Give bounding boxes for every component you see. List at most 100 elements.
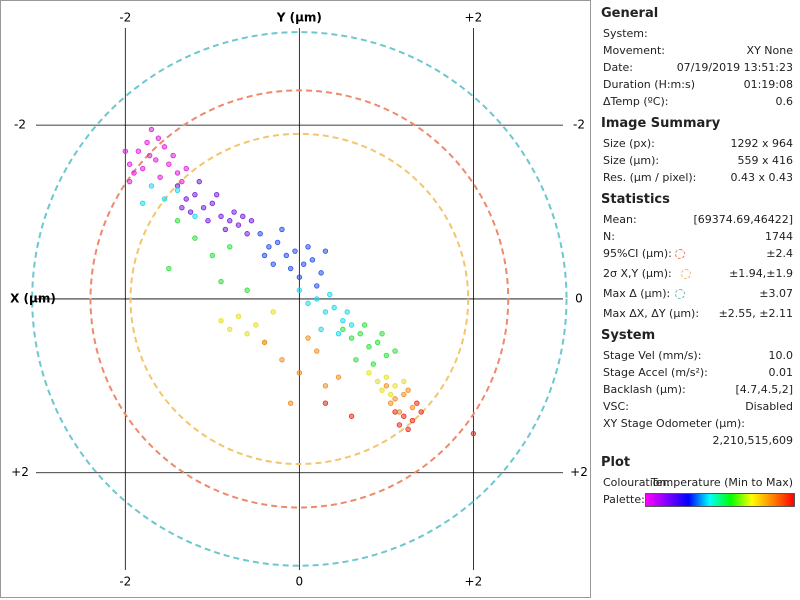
data-point bbox=[261, 252, 268, 259]
data-point bbox=[218, 317, 224, 324]
row-value: 2,210,515,609 bbox=[712, 434, 793, 447]
data-point bbox=[296, 370, 303, 376]
row-value: 1744 bbox=[765, 230, 793, 243]
data-point bbox=[414, 400, 420, 406]
data-point bbox=[179, 204, 185, 211]
data-point bbox=[409, 417, 416, 424]
data-point bbox=[266, 244, 272, 250]
data-point bbox=[396, 409, 403, 415]
x-tick-label: +2 bbox=[465, 11, 483, 25]
data-point bbox=[144, 139, 150, 146]
data-point bbox=[309, 257, 316, 263]
plot: -2 -2 0 +2 +2 -2 -2 0 +2 +2 Y (µm) X (µm) bbox=[0, 0, 591, 598]
row-label: Duration (H:m:s) bbox=[603, 78, 695, 91]
data-point bbox=[153, 157, 159, 163]
data-point bbox=[401, 378, 407, 385]
data-point bbox=[405, 387, 411, 393]
data-point bbox=[196, 178, 202, 185]
data-point bbox=[396, 422, 403, 428]
row-label: VSC: bbox=[603, 400, 629, 413]
data-point bbox=[261, 339, 268, 346]
data-point bbox=[192, 235, 198, 241]
data-point bbox=[318, 270, 324, 276]
x-tick-label: -2 bbox=[119, 575, 131, 589]
data-point bbox=[305, 335, 311, 341]
data-point bbox=[146, 152, 153, 159]
data-point bbox=[155, 135, 162, 141]
data-point bbox=[166, 161, 172, 167]
data-point bbox=[287, 265, 294, 272]
data-point bbox=[388, 391, 394, 398]
data-point bbox=[405, 426, 411, 432]
row-value: 01:19:08 bbox=[743, 78, 793, 91]
data-point bbox=[213, 191, 220, 198]
data-point bbox=[131, 170, 137, 176]
axis-label: Y (µm) bbox=[276, 11, 322, 25]
axis-label: X (µm) bbox=[10, 291, 56, 305]
data-point bbox=[392, 383, 398, 389]
limit-circle bbox=[89, 89, 510, 509]
data-point bbox=[179, 178, 185, 185]
data-point bbox=[314, 296, 320, 302]
limit-circle bbox=[129, 132, 470, 466]
data-point bbox=[126, 161, 133, 167]
data-point bbox=[370, 361, 377, 367]
data-point bbox=[161, 196, 168, 202]
data-point bbox=[340, 317, 346, 324]
data-point bbox=[270, 309, 276, 315]
data-point bbox=[235, 313, 242, 320]
data-point bbox=[322, 248, 329, 254]
y-tick-label: +2 bbox=[570, 465, 588, 479]
row-value: [4.7,4.5,2] bbox=[735, 383, 793, 396]
row-label: Colouration: bbox=[603, 476, 671, 489]
data-point bbox=[470, 430, 477, 437]
data-point bbox=[392, 409, 398, 415]
row-label: N: bbox=[603, 230, 615, 243]
y-tick-label: -2 bbox=[14, 118, 26, 132]
data-point bbox=[401, 413, 407, 419]
data-point bbox=[353, 357, 359, 363]
data-point bbox=[183, 196, 189, 202]
data-point bbox=[340, 326, 346, 333]
data-point bbox=[418, 409, 424, 415]
row-label: Palette: bbox=[603, 493, 645, 506]
data-point bbox=[327, 291, 333, 298]
limit-circle bbox=[31, 31, 568, 567]
row-value: 10.0 bbox=[768, 349, 794, 362]
data-point bbox=[200, 204, 207, 211]
data-point bbox=[192, 191, 198, 198]
data-point bbox=[344, 309, 350, 315]
section-title: Statistics bbox=[601, 192, 670, 207]
data-point bbox=[174, 183, 181, 189]
data-point bbox=[379, 387, 385, 393]
data-point bbox=[240, 213, 246, 220]
data-point bbox=[248, 218, 255, 224]
row-label: XY Stage Odometer (µm): bbox=[603, 417, 745, 430]
row-label: Size (µm): bbox=[603, 154, 660, 167]
row-value: ±3.07 bbox=[759, 287, 793, 300]
section-title: Plot bbox=[601, 455, 631, 470]
row-label: Stage Vel (mm/s): bbox=[603, 349, 702, 362]
palette-bar bbox=[645, 493, 795, 507]
data-point bbox=[374, 378, 381, 385]
data-point bbox=[135, 148, 142, 154]
data-point bbox=[383, 374, 390, 380]
data-point bbox=[335, 374, 342, 380]
data-point bbox=[161, 144, 168, 150]
data-point bbox=[305, 244, 311, 250]
row-value: 07/19/2019 13:51:23 bbox=[676, 61, 793, 74]
stat-marker bbox=[675, 249, 686, 259]
data-point bbox=[296, 287, 303, 293]
data-point bbox=[274, 239, 281, 246]
x-tick-label: +2 bbox=[465, 575, 483, 589]
row-label: Backlash (µm): bbox=[603, 383, 686, 396]
row-value: [69374.69,46422] bbox=[693, 213, 793, 226]
data-point bbox=[187, 209, 194, 215]
data-point bbox=[279, 226, 285, 233]
data-point bbox=[244, 287, 250, 293]
data-point bbox=[348, 413, 355, 419]
data-point bbox=[231, 209, 237, 215]
data-point bbox=[366, 344, 372, 350]
data-point bbox=[227, 326, 233, 333]
